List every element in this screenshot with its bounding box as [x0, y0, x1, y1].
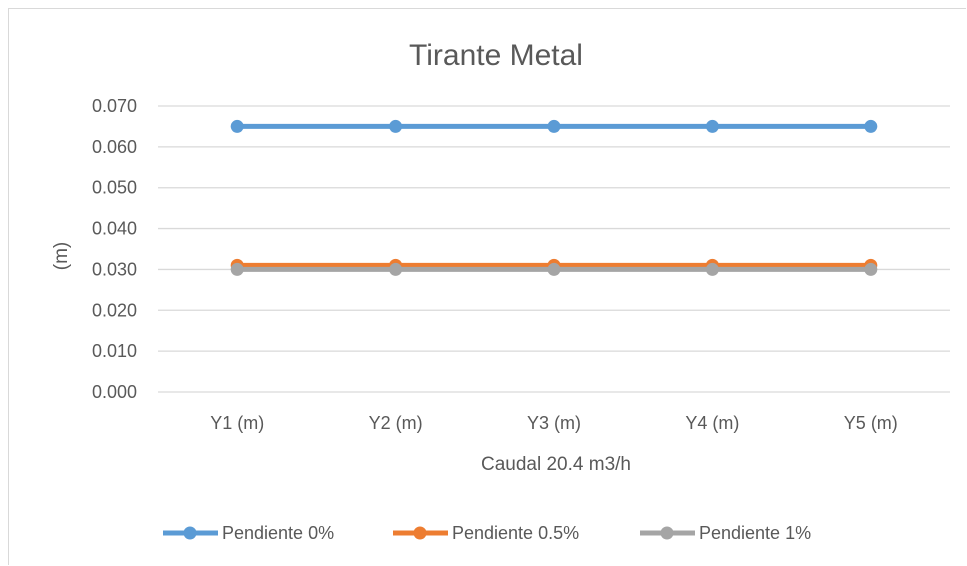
- gridlines: [158, 105, 950, 393]
- series-3: [230, 262, 878, 276]
- y-tick-labels: 0.000 0.010 0.020 0.030 0.040 0.050 0.060 0.070: [92, 96, 137, 402]
- data-point: [864, 262, 878, 276]
- data-point: [864, 119, 878, 133]
- x-tick-label: Y3 (m): [527, 413, 581, 433]
- legend-item: Pendiente 0%: [163, 523, 334, 543]
- x-tick-labels: Y1 (m) Y2 (m) Y3 (m) Y4 (m) Y5 (m): [210, 413, 898, 433]
- legend-marker: [413, 526, 427, 540]
- legend-label: Pendiente 1%: [699, 523, 811, 543]
- x-tick-label: Y2 (m): [369, 413, 423, 433]
- y-tick-label: 0.040: [92, 219, 137, 239]
- legend-marker: [183, 526, 197, 540]
- data-point: [389, 262, 403, 276]
- data-point: [230, 262, 244, 276]
- y-tick-label: 0.020: [92, 300, 137, 320]
- y-tick-label: 0.000: [92, 382, 137, 402]
- y-tick-label: 0.060: [92, 137, 137, 157]
- legend: Pendiente 0% Pendiente 0.5% Pendiente 1%: [163, 523, 811, 543]
- x-axis-title: Caudal 20.4 m3/h: [481, 454, 631, 475]
- x-tick-label: Y5 (m): [844, 413, 898, 433]
- chart-title: Tirante Metal: [409, 39, 583, 72]
- y-tick-label: 0.030: [92, 259, 137, 279]
- data-point: [705, 119, 719, 133]
- legend-marker: [660, 526, 674, 540]
- series-layer: [230, 119, 878, 276]
- x-tick-label: Y4 (m): [685, 413, 739, 433]
- data-point: [547, 119, 561, 133]
- data-point: [230, 119, 244, 133]
- x-tick-label: Y1 (m): [210, 413, 264, 433]
- series-1: [230, 119, 878, 133]
- data-point: [547, 262, 561, 276]
- chart-frame: [8, 8, 966, 565]
- data-point: [389, 119, 403, 133]
- legend-item: Pendiente 0.5%: [393, 523, 579, 543]
- legend-label: Pendiente 0.5%: [452, 523, 579, 543]
- y-tick-label: 0.010: [92, 341, 137, 361]
- legend-label: Pendiente 0%: [222, 523, 334, 543]
- y-tick-label: 0.070: [92, 96, 137, 116]
- y-tick-label: 0.050: [92, 178, 137, 198]
- legend-item: Pendiente 1%: [640, 523, 811, 543]
- y-axis-title: (m): [51, 242, 72, 270]
- data-point: [705, 262, 719, 276]
